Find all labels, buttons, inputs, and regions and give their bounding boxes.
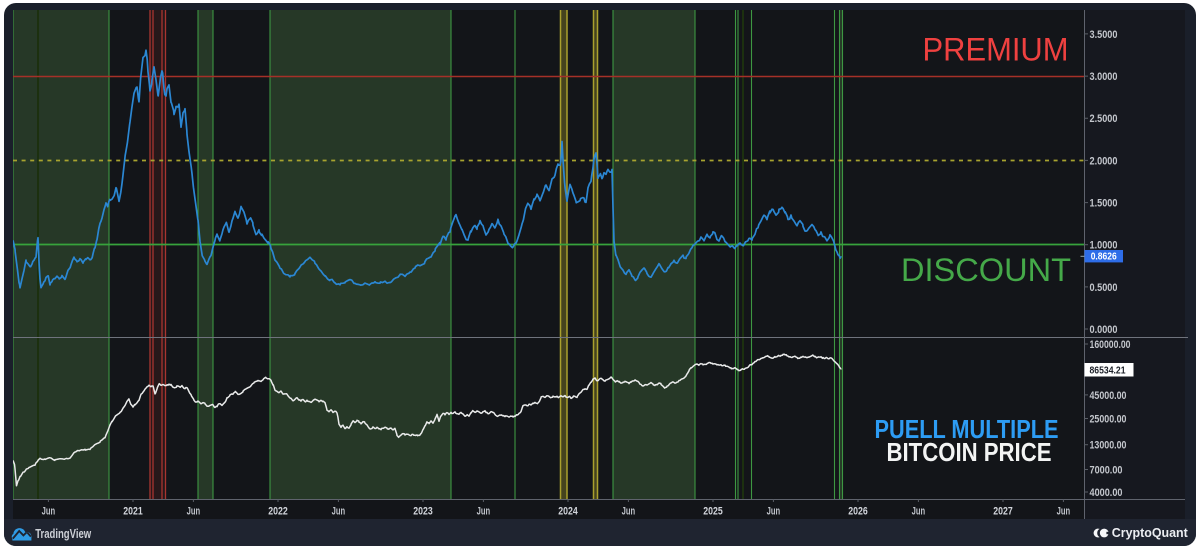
svg-text:2026: 2026 xyxy=(848,506,868,518)
svg-text:Jun: Jun xyxy=(1057,506,1071,518)
svg-text:1.0000: 1.0000 xyxy=(1090,240,1118,252)
svg-text:Jun: Jun xyxy=(477,506,491,518)
svg-text:2022: 2022 xyxy=(268,506,288,518)
svg-text:CryptoQuant: CryptoQuant xyxy=(1112,526,1189,540)
svg-text:Jun: Jun xyxy=(912,506,926,518)
svg-text:1.5000: 1.5000 xyxy=(1090,198,1118,210)
svg-text:0.5000: 0.5000 xyxy=(1090,282,1118,294)
svg-text:0.0000: 0.0000 xyxy=(1090,324,1118,336)
svg-text:3.5000: 3.5000 xyxy=(1090,29,1118,41)
svg-text:Jun: Jun xyxy=(622,506,636,518)
svg-text:PREMIUM: PREMIUM xyxy=(923,32,1069,68)
svg-text:DISCOUNT: DISCOUNT xyxy=(901,252,1071,288)
svg-text:Jun: Jun xyxy=(767,506,781,518)
svg-text:Jun: Jun xyxy=(332,506,346,518)
svg-text:Jun: Jun xyxy=(187,506,201,518)
svg-text:TradingView: TradingView xyxy=(35,527,91,541)
svg-text:2024: 2024 xyxy=(558,506,578,518)
svg-text:BITCOIN PRICE: BITCOIN PRICE xyxy=(887,437,1052,467)
svg-text:3.0000: 3.0000 xyxy=(1090,71,1118,83)
svg-text:2.5000: 2.5000 xyxy=(1090,113,1118,125)
svg-text:2025: 2025 xyxy=(703,506,723,518)
svg-text:7000.00: 7000.00 xyxy=(1090,465,1123,477)
svg-text:13000.00: 13000.00 xyxy=(1090,440,1127,452)
svg-text:45000.00: 45000.00 xyxy=(1090,390,1127,402)
svg-text:160000.00: 160000.00 xyxy=(1090,339,1131,351)
svg-text:2021: 2021 xyxy=(123,506,143,518)
svg-text:Jun: Jun xyxy=(42,506,56,518)
svg-text:PUELL MULTIPLE: PUELL MULTIPLE xyxy=(875,414,1059,444)
svg-text:2.0000: 2.0000 xyxy=(1090,155,1118,167)
svg-text:4000.00: 4000.00 xyxy=(1090,487,1123,499)
svg-text:25000.00: 25000.00 xyxy=(1090,414,1127,426)
svg-text:2023: 2023 xyxy=(413,506,433,518)
svg-text:2027: 2027 xyxy=(993,506,1013,518)
svg-text:86534.21: 86534.21 xyxy=(1090,366,1126,377)
svg-text:0.8626: 0.8626 xyxy=(1091,252,1117,263)
